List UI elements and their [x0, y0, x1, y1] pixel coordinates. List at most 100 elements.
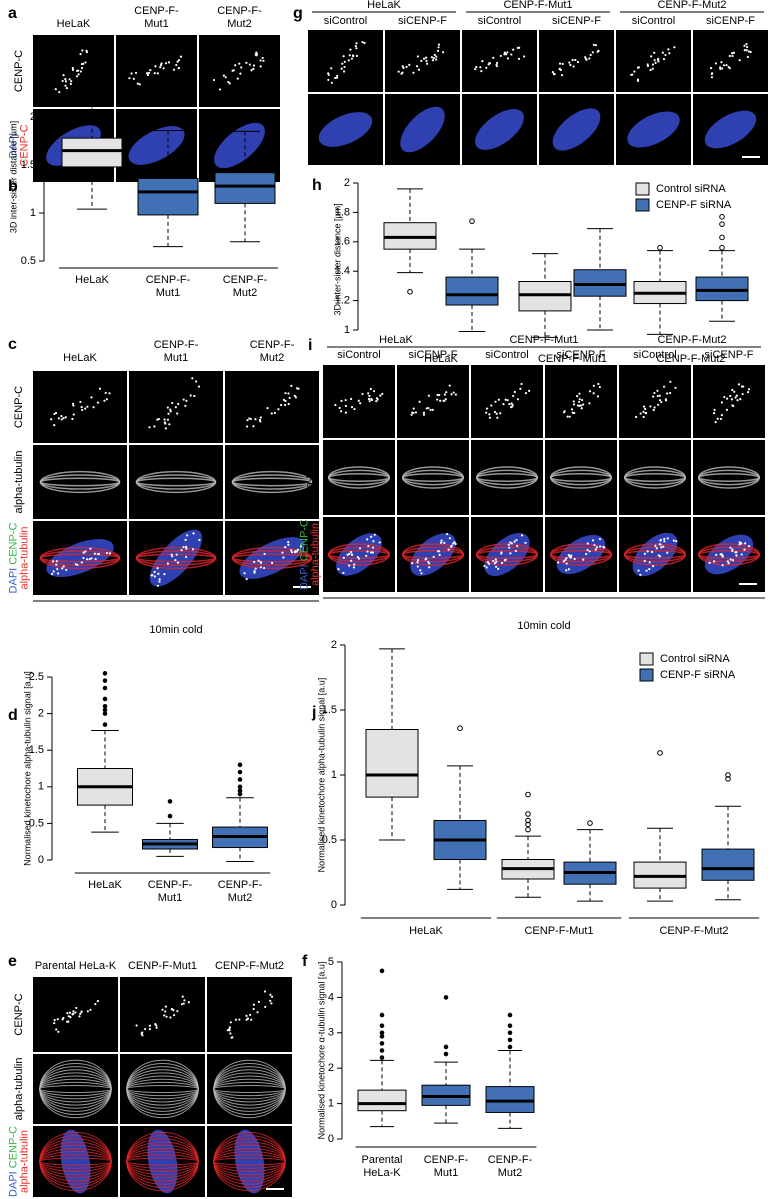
kinetochore — [89, 547, 92, 550]
kinetochore — [262, 59, 265, 62]
kinetochore — [565, 562, 568, 565]
kinetochore — [166, 562, 170, 565]
kinetochore — [253, 571, 256, 574]
kinetochore — [652, 395, 655, 398]
kinetochore — [560, 74, 564, 77]
outlier — [379, 1055, 385, 1060]
condition-label: siControl — [324, 15, 367, 27]
micrograph-bg — [225, 371, 319, 443]
kinetochore — [710, 76, 714, 79]
outlier — [725, 776, 731, 782]
kinetochore — [513, 540, 516, 543]
x-tick-label: HeLaK — [409, 925, 443, 937]
kinetochore — [646, 550, 649, 553]
kinetochore — [450, 545, 453, 548]
kinetochore — [412, 407, 415, 410]
kinetochore — [346, 553, 349, 556]
micrograph — [397, 440, 469, 515]
outlier — [379, 1030, 385, 1036]
legend-swatch — [635, 198, 650, 212]
column-label: Mut1 — [164, 352, 188, 364]
kinetochore — [572, 400, 575, 403]
row-label: DAPI CENP-C — [298, 519, 310, 590]
kinetochore — [175, 553, 178, 556]
kinetochore — [739, 398, 742, 401]
kinetochore — [71, 66, 74, 70]
kinetochore — [357, 399, 360, 402]
kinetochore — [250, 1018, 253, 1021]
micrograph-bg — [471, 440, 543, 515]
tubulin-stain — [39, 1131, 112, 1192]
micrograph — [693, 30, 768, 92]
kinetochore — [65, 87, 68, 90]
outlier — [102, 685, 108, 691]
kinetochore — [651, 67, 654, 70]
kinetochore — [598, 385, 601, 389]
column-label: CENP-F- — [217, 5, 262, 17]
micrograph — [462, 30, 537, 92]
kinetochore — [86, 1010, 89, 1013]
micrograph-bg — [33, 371, 127, 443]
kinetochore — [507, 543, 510, 546]
kinetochore — [337, 568, 340, 571]
kinetochore — [661, 51, 664, 54]
kinetochore — [400, 72, 403, 75]
kinetochore — [594, 43, 597, 47]
kinetochore — [108, 552, 112, 555]
kinetochore — [105, 551, 109, 555]
kinetochore — [296, 387, 299, 390]
kinetochore — [226, 1029, 229, 1032]
kinetochore — [446, 533, 449, 536]
tubulin-stain — [476, 543, 538, 566]
group-label: CENP-F-Mut2 — [657, 334, 726, 346]
outlier — [102, 678, 108, 683]
kinetochore — [506, 399, 509, 402]
kinetochore — [67, 1015, 70, 1018]
kinetochore — [71, 402, 75, 405]
kinetochore — [435, 55, 438, 58]
kinetochore — [189, 394, 192, 397]
micrograph — [693, 365, 765, 438]
kinetochore — [147, 71, 151, 74]
kinetochore — [653, 59, 656, 62]
kinetochore — [726, 560, 729, 563]
kinetochore — [135, 1024, 138, 1027]
kinetochore — [148, 1028, 152, 1031]
dapi-stain — [704, 110, 757, 149]
kinetochore — [97, 552, 101, 556]
kinetochore — [495, 565, 498, 568]
outlier — [443, 995, 449, 1000]
micrograph — [545, 365, 617, 438]
outlier — [379, 1041, 385, 1046]
micrograph — [116, 109, 197, 182]
group-label: CENP-F-Mut1 — [503, 0, 572, 11]
kinetochore — [259, 65, 262, 68]
kinetochore — [721, 67, 724, 70]
kinetochore — [439, 399, 442, 402]
kinetochore — [293, 394, 296, 397]
kinetochore — [254, 567, 257, 570]
kinetochore — [512, 394, 515, 398]
kinetochore — [649, 405, 652, 408]
panel-letter: d — [8, 707, 18, 724]
kinetochore — [336, 74, 339, 78]
condition-label: siControl — [337, 349, 380, 361]
kinetochore — [642, 415, 645, 419]
kinetochore — [193, 394, 196, 398]
y-axis-label: 3D inter-sister distance [µm] — [8, 121, 18, 233]
kinetochore — [104, 391, 107, 394]
kinetochore — [379, 394, 382, 397]
kinetochore — [666, 551, 669, 554]
y-tick-label: 1 — [30, 207, 36, 219]
panel-letter: h — [312, 177, 322, 194]
outlier — [525, 826, 531, 833]
panel-letter: i — [308, 337, 312, 354]
box — [365, 729, 419, 798]
kinetochore — [344, 411, 347, 414]
kinetochore — [485, 411, 488, 414]
kinetochore — [108, 392, 111, 395]
kinetochore — [728, 54, 731, 58]
outlier — [525, 811, 531, 817]
kinetochore — [294, 396, 298, 399]
tubulin-stain — [624, 543, 686, 566]
